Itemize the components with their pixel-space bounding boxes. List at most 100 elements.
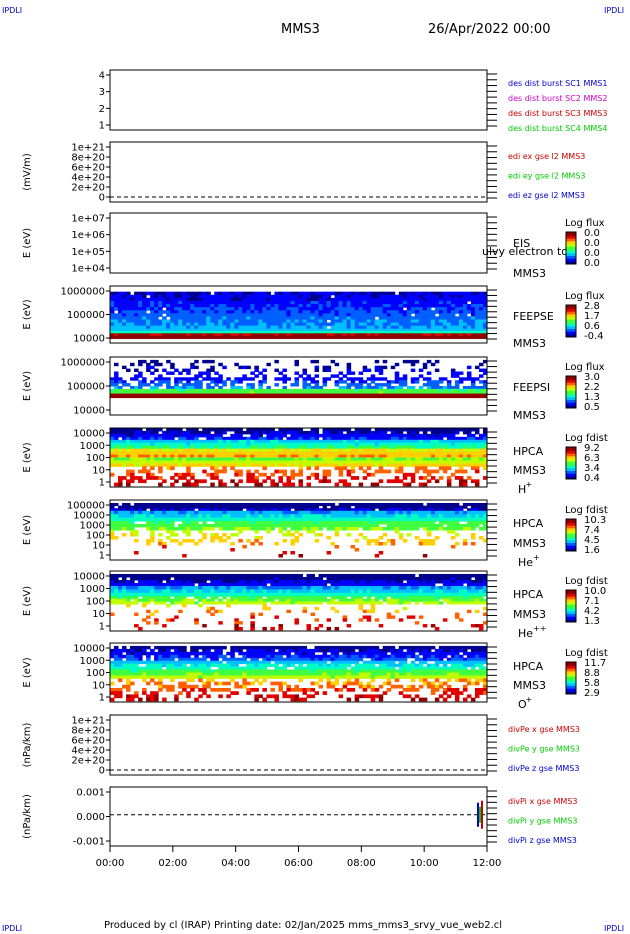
y-tick-label: 1e+04	[71, 264, 105, 275]
spectrogram-cell	[226, 304, 231, 308]
spectrogram-cell	[126, 463, 131, 467]
y-tick-label: 10000	[73, 406, 105, 417]
spectrogram-cell	[438, 322, 444, 327]
spectrogram-cell	[150, 524, 155, 528]
spectrogram-cell	[410, 380, 416, 384]
spectrogram-cell	[166, 333, 171, 337]
y-tick-label: 2e+20	[71, 183, 105, 194]
spectrogram-cell	[166, 393, 171, 397]
spectrogram-cell	[426, 533, 432, 537]
spectrogram-cell	[142, 457, 147, 461]
spectrogram-cell	[266, 457, 271, 461]
spectrogram-cell	[398, 469, 404, 474]
colorbar-segment	[566, 333, 576, 335]
spectrogram-cell	[282, 469, 287, 474]
spectrogram-cell	[254, 445, 259, 450]
spectrogram-cell	[418, 393, 424, 397]
spectrogram-cell	[322, 297, 328, 302]
spectrogram-cell	[430, 393, 436, 397]
spectrogram-cell	[338, 472, 344, 477]
spectrogram-cell	[394, 333, 400, 337]
spectrogram-cell	[290, 294, 295, 299]
spectrogram-cell	[346, 377, 352, 381]
spectrogram-cell	[366, 508, 372, 512]
spectrogram-cell	[378, 331, 384, 334]
spectrogram-cell	[230, 533, 235, 537]
spectrogram-cell	[350, 325, 356, 330]
spectrogram-cell	[166, 395, 171, 399]
spectrogram-cell	[338, 428, 344, 432]
spectrogram-cell	[174, 380, 179, 384]
spectrogram-cell	[458, 460, 464, 464]
spectrogram-cell	[350, 393, 356, 397]
spectrogram-cell	[146, 517, 151, 522]
spectrogram-cell	[458, 510, 464, 515]
spectrogram-cell	[146, 335, 151, 339]
spectrogram-cell	[114, 294, 119, 299]
spectrogram-cell	[466, 454, 472, 458]
colorbar-segment	[566, 404, 576, 406]
spectrogram-cell	[114, 313, 119, 317]
spectrogram-cell	[122, 316, 127, 320]
spectrogram-cell	[254, 539, 259, 543]
spectrogram-cell	[250, 454, 255, 458]
spacecraft-label: MMS3	[513, 337, 546, 350]
spectrogram-cell	[234, 377, 239, 381]
spectrogram-cell	[434, 333, 440, 337]
spectrogram-cell	[370, 333, 376, 337]
spectrogram-cell	[198, 448, 203, 453]
spectrogram-cell	[402, 433, 408, 438]
spectrogram-cell	[190, 505, 195, 509]
spectrogram-cell	[266, 335, 271, 339]
spectrogram-cell	[242, 388, 247, 392]
colorbar-segment	[566, 322, 576, 325]
spectrogram-cell	[250, 460, 255, 464]
spectrogram-cell	[322, 300, 328, 305]
spectrogram-cell	[222, 331, 227, 334]
spectrogram-cell	[406, 472, 412, 477]
spectrogram-cell	[174, 577, 179, 581]
spectrogram-cell	[478, 451, 484, 456]
spectrogram-cell	[110, 316, 115, 320]
spectrogram-cell	[398, 304, 404, 308]
spectrogram-cell	[310, 442, 316, 447]
spectrogram-cell	[238, 304, 243, 308]
spectrogram-cell	[214, 436, 219, 441]
colorbar-tick: -0.4	[584, 331, 604, 342]
spectrogram-cell	[394, 514, 400, 519]
spectrogram-cell	[474, 510, 480, 515]
spectrogram-cell	[470, 380, 476, 384]
spectrogram-cell	[162, 388, 167, 392]
spectrogram-cell	[314, 300, 320, 305]
colorbar-segment	[566, 390, 576, 393]
spectrogram-cell	[390, 430, 396, 435]
spectrogram-cell	[110, 530, 115, 534]
spectrogram-cell	[174, 454, 179, 458]
spectrogram-cell	[422, 517, 428, 522]
spectrogram-cell	[446, 294, 452, 299]
spectrogram-cell	[478, 328, 484, 332]
spectrogram-cell	[214, 430, 219, 435]
spectrogram-cell	[314, 460, 320, 464]
spectrogram-cell	[370, 319, 376, 324]
spectrogram-cell	[442, 510, 448, 515]
spectrogram-cell	[114, 388, 119, 392]
spectrogram-cell	[170, 310, 175, 314]
spectrogram-cell	[282, 448, 287, 453]
spectrogram-cell	[186, 472, 191, 477]
spectrogram-cell	[390, 439, 396, 444]
spectrogram-cell	[394, 460, 400, 464]
spectrogram-cell	[338, 479, 344, 484]
spectrogram-cell	[346, 457, 352, 461]
spectrogram-cell	[350, 371, 356, 375]
spectrogram-cell	[426, 517, 432, 522]
spectrogram-cell	[270, 505, 275, 509]
spectrogram-cell	[430, 383, 436, 387]
spectrogram-cell	[438, 388, 444, 392]
spectrogram-cell	[478, 322, 484, 327]
spectrogram-cell	[390, 307, 396, 311]
spectrogram-cell	[218, 294, 223, 299]
spectrogram-cell	[270, 448, 275, 453]
spectrogram-cell	[118, 514, 123, 519]
colorbar-segment	[566, 323, 576, 326]
